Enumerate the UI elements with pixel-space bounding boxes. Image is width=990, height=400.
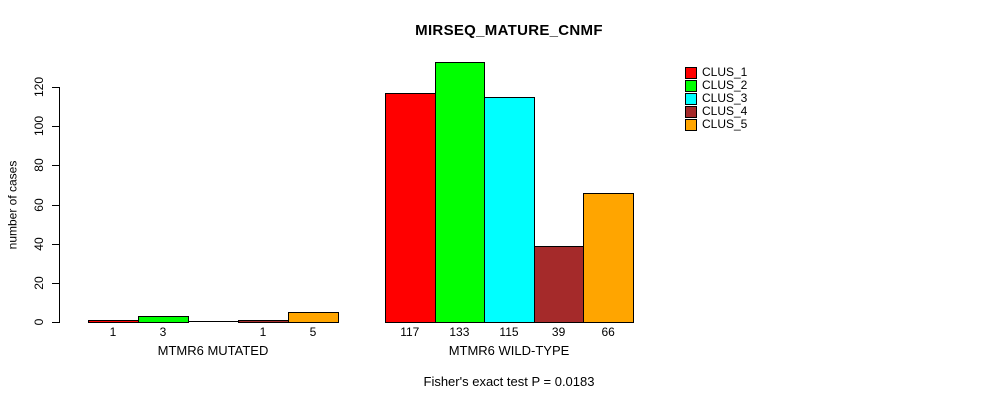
- legend-item-clus_2: CLUS_2: [685, 79, 747, 92]
- bar-clus_1-wild-type: [385, 93, 436, 323]
- y-axis-line: [59, 87, 60, 323]
- legend-label: CLUS_4: [702, 104, 748, 118]
- legend-label: CLUS_5: [702, 117, 748, 131]
- y-tick-label: 20: [32, 276, 46, 290]
- legend-swatch-clus_1: [685, 66, 697, 79]
- legend-item-clus_5: CLUS_5: [685, 118, 747, 131]
- y-tick-label: 100: [32, 116, 46, 137]
- bar-value-label: 1: [109, 325, 117, 339]
- y-tick: [52, 243, 59, 245]
- bar-clus_4-wild-type: [533, 246, 585, 323]
- legend-swatch-clus_5: [685, 118, 697, 131]
- legend-label: CLUS_2: [702, 78, 748, 92]
- bar-clus_3-zero: [188, 321, 239, 322]
- y-axis-title: number of cases: [5, 160, 20, 250]
- legend-swatch-clus_3: [685, 92, 697, 105]
- bar-clus_3-wild-type: [484, 97, 535, 323]
- x-group-label: MTMR6 MUTATED: [157, 343, 269, 358]
- annotation-fisher-test: Fisher's exact test P = 0.0183: [423, 374, 595, 389]
- bar-value-label: 5: [309, 325, 317, 339]
- bar-value-label: 39: [551, 325, 566, 339]
- bar-value-label: 1: [259, 325, 267, 339]
- y-tick: [52, 204, 59, 206]
- y-tick-label: 60: [32, 197, 46, 212]
- bar-clus_2-mutated: [138, 316, 189, 323]
- legend-item-clus_1: CLUS_1: [685, 66, 747, 79]
- y-tick: [52, 165, 59, 167]
- y-tick-label: 80: [32, 158, 46, 173]
- bar-value-label: 133: [449, 325, 470, 339]
- chart-title: MIRSEQ_MATURE_CNMF: [415, 22, 603, 39]
- y-tick-label: 0: [32, 318, 46, 326]
- y-tick-label: 120: [32, 76, 46, 98]
- bar-clus_5-wild-type: [583, 193, 634, 323]
- legend-label: CLUS_3: [702, 91, 748, 105]
- y-tick: [52, 87, 59, 88]
- bar-value-label: 115: [499, 325, 519, 339]
- bar-clus_2-wild-type: [434, 62, 486, 323]
- legend-label: CLUS_1: [702, 65, 748, 79]
- legend-swatch-clus_2: [685, 79, 697, 92]
- y-tick: [52, 322, 59, 323]
- legend-item-clus_4: CLUS_4: [685, 105, 747, 118]
- y-tick-label: 40: [32, 236, 46, 251]
- y-tick: [52, 126, 59, 128]
- bar-clus_5-mutated: [288, 312, 339, 323]
- bar-value-label: 66: [601, 325, 615, 339]
- bar-value-label: 3: [159, 325, 167, 339]
- bar-clus_4-mutated: [238, 320, 289, 323]
- legend-swatch-clus_4: [685, 105, 697, 118]
- legend-item-clus_3: CLUS_3: [685, 92, 747, 105]
- bar-clus_1-mutated: [88, 320, 139, 323]
- bar-value-label: 117: [400, 325, 420, 339]
- legend: CLUS_1 CLUS_2 CLUS_3 CLUS_4 CLUS_5: [685, 66, 747, 131]
- y-tick: [52, 282, 59, 284]
- x-group-label: MTMR6 WILD-TYPE: [448, 343, 570, 358]
